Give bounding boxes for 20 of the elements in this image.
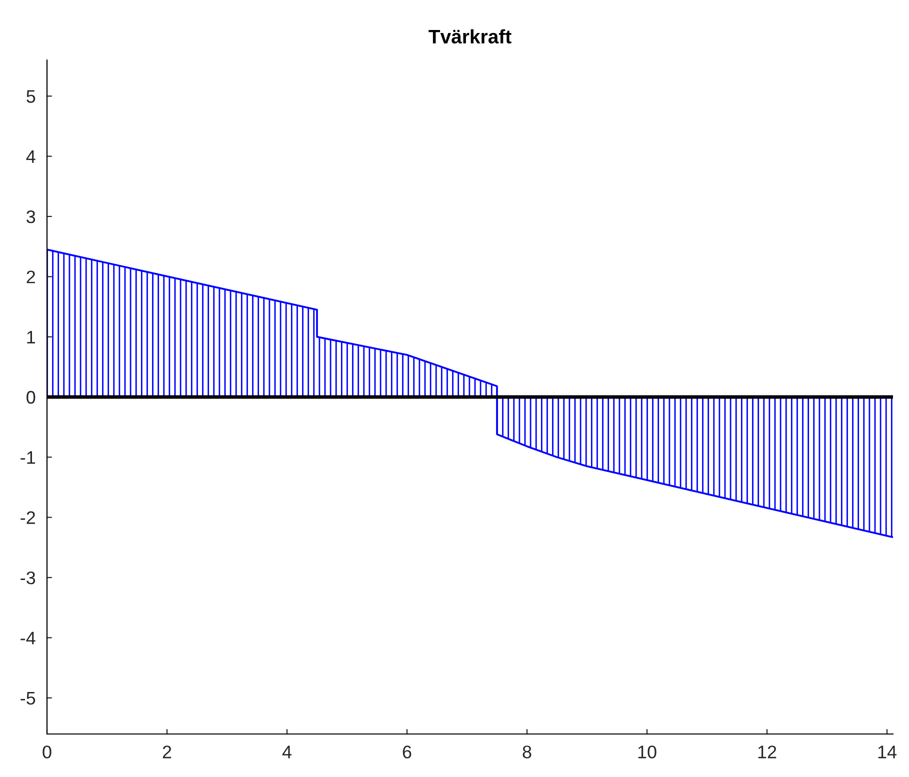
x-tick-label: 2 [162,746,172,758]
y-tick-label: 4 [26,150,36,163]
x-tick-label: 0 [42,746,52,758]
y-tick-label: 1 [27,330,36,344]
y-tick-label: 0 [26,390,36,404]
y-tick-label: 5 [26,90,36,103]
chart-title: Tvärkraft [428,29,512,44]
x-tick-label: 10 [638,746,656,758]
y-tick-label: -1 [20,451,36,464]
x-tick-label: 14 [878,746,897,758]
x-tick-label: 6 [402,746,412,758]
x-tick-label: 4 [282,746,292,758]
x-tick-label: 12 [758,746,776,758]
y-tick-label: 2 [26,270,35,284]
y-tick-label: -2 [20,511,35,524]
y-tick-label: -3 [20,571,36,584]
x-tick-label: 8 [522,746,532,758]
y-tick-label: -4 [20,632,36,644]
y-tick-label: 3 [26,210,36,224]
y-tick-label: -5 [20,692,36,705]
